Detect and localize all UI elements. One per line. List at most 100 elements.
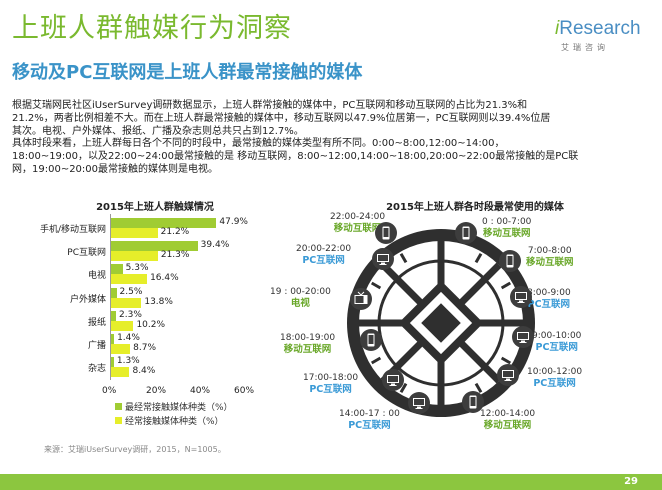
clock-tick xyxy=(399,382,408,394)
bar-value-label: 5.3% xyxy=(125,263,149,274)
bar xyxy=(111,357,114,368)
time-slot-range: 19 : 00-20:00 xyxy=(270,287,331,297)
time-slot-range: 14:00-17 : 00 xyxy=(339,409,400,419)
bar-value-label: 8.7% xyxy=(133,343,156,353)
computer-icon xyxy=(372,248,394,270)
legend-swatch xyxy=(115,417,122,424)
time-slot-media: 移动互联网 xyxy=(333,223,382,234)
phone-icon xyxy=(455,222,477,244)
bar xyxy=(111,218,217,228)
category-label: 杂志 xyxy=(87,364,106,375)
footer-bar: 29 xyxy=(0,474,662,490)
description-line: 网，19:00~20:00最常接触的媒体则是电视。 xyxy=(12,163,219,175)
time-slot-media: 移动互联网 xyxy=(482,228,531,239)
category-label: 户外媒体 xyxy=(69,294,106,305)
time-slot-range: 12:00-14:00 xyxy=(480,409,536,419)
bar-value-label: 1.3% xyxy=(116,356,140,367)
clock-tick xyxy=(370,281,382,290)
phone-icon xyxy=(499,250,521,272)
clock-tick xyxy=(474,382,483,394)
time-slot-range: 17:00-18:00 xyxy=(303,373,359,383)
time-slot: 10:00-12:00 PC互联网 xyxy=(527,367,582,390)
bar xyxy=(111,251,158,262)
phone-icon xyxy=(375,222,397,244)
clock-chart-title: 2015年上班人群各时段最常使用的媒体 xyxy=(386,202,564,213)
clock-tick xyxy=(500,356,512,365)
computer-icon xyxy=(510,286,532,308)
description-line: 21.2%，两者比例相差不大。而在上班人群最常接触的媒体中，移动互联网以47.9… xyxy=(12,112,551,124)
x-tick-label: 60% xyxy=(234,386,255,396)
legend-label: 经常接触媒体种类（%） xyxy=(125,417,224,427)
time-slot-media: 移动互联网 xyxy=(483,420,532,431)
time-slot-media: PC互联网 xyxy=(302,255,345,266)
bar-value-label: 2.3% xyxy=(119,309,142,320)
computer-icon xyxy=(382,369,404,391)
bar-chart-title: 2015年上班人群触媒情况 xyxy=(96,202,214,213)
time-slot: 19 : 00-20:00 电视 xyxy=(270,287,331,310)
source-note: 来源：艾瑞iUserSurvey调研，2015，N=1005。 xyxy=(44,445,226,454)
time-slot-media: PC互联网 xyxy=(533,378,576,389)
time-slot: 20:00-22:00 PC互联网 xyxy=(296,244,351,267)
x-tick-label: 0% xyxy=(102,386,117,396)
x-tick-label: 40% xyxy=(190,386,211,396)
computer-icon xyxy=(512,326,534,348)
bar-chart: 手机/移动互联网 47.9% 21.2% PC互联网 39.4% 21.3% 电视 5.3% 1… xyxy=(0,210,262,450)
bar-value-label: 21.3% xyxy=(160,250,190,261)
description-line: 其次。电视、户外媒体、报纸、广播及杂志则总共只占到12.7%。 xyxy=(12,125,304,137)
bar xyxy=(111,287,117,298)
page-number: 29 xyxy=(624,476,638,487)
x-tick-label: 20% xyxy=(146,386,167,396)
time-slot-range: 0 : 00-7:00 xyxy=(482,217,532,227)
category-label: 电视 xyxy=(87,271,106,282)
bar-value-label: 16.4% xyxy=(150,273,179,284)
page-subtitle: 移动及PC互联网是上班人群最常接触的媒体 xyxy=(12,62,363,83)
legend-swatch xyxy=(115,403,122,410)
time-slot-range: 18:00-19:00 xyxy=(280,333,336,343)
time-slot: 18:00-19:00 移动互联网 xyxy=(280,333,335,356)
time-slot: 8:00-9:00 PC互联网 xyxy=(527,288,571,311)
bar-chart-y-axis xyxy=(110,214,111,380)
time-slot-range: 10:00-12:00 xyxy=(527,367,583,377)
category-label: 手机/移动互联网 xyxy=(39,225,106,235)
bar-chart-legend: 最经常接触媒体种类（%） 经常接触媒体种类（%） xyxy=(115,400,233,428)
logo-cn: 艾瑞咨询 xyxy=(561,43,609,52)
bar xyxy=(111,274,148,285)
page-title: 上班人群触媒行为洞察 xyxy=(12,13,292,44)
phone-icon xyxy=(462,391,484,413)
bar-value-label: 13.8% xyxy=(144,296,173,307)
time-slot: 14:00-17 : 00 PC互联网 xyxy=(339,409,400,432)
time-slot: 12:00-14:00 移动互联网 xyxy=(480,409,535,432)
time-slot-range: 22:00-24:00 xyxy=(330,212,386,222)
bar xyxy=(111,297,142,308)
bar xyxy=(111,228,158,238)
logo-brand: iResearch xyxy=(555,18,641,39)
time-slot-media: PC互联网 xyxy=(309,384,352,395)
bar-value-label: 10.2% xyxy=(136,319,166,330)
time-slot-media: 电视 xyxy=(290,298,310,309)
bar xyxy=(111,320,134,331)
bar-value-label: 21.2% xyxy=(160,227,190,237)
time-slot-range: 7:00-8:00 xyxy=(527,246,572,256)
bar xyxy=(111,310,117,321)
description-line: 18:00~19:00，以及22:00~24:00最常接触的是 移动互联网，8:… xyxy=(12,151,579,163)
time-slot: 7:00-8:00 移动互联网 xyxy=(526,246,574,269)
time-slot-media: PC互联网 xyxy=(535,342,578,353)
category-label: 报纸 xyxy=(87,317,106,328)
bar xyxy=(111,367,130,378)
bar xyxy=(111,264,123,275)
description-line: 具体时段来看，上班人群每日各个不同的时段中，最常接触的媒体类型有所不同。0:00… xyxy=(12,138,505,150)
bar xyxy=(111,241,198,252)
computer-icon xyxy=(408,392,430,414)
time-slot-range: 9:00-10:00 xyxy=(532,331,582,341)
description: 根据艾瑞网民社区iUserSurvey调研数据显示，上班人群常接触的媒体中，PC… xyxy=(12,100,642,177)
bar-value-label: 47.9% xyxy=(219,217,248,227)
iresearch-logo: iResearch 艾瑞咨询 xyxy=(555,18,651,56)
description-line: 根据艾瑞网民社区iUserSurvey调研数据显示，上班人群常接触的媒体中，PC… xyxy=(12,100,528,111)
bar-value-label: 2.5% xyxy=(119,286,143,297)
time-slot-media: 移动互联网 xyxy=(526,257,574,268)
computer-icon xyxy=(497,364,519,386)
bar-value-label: 39.4% xyxy=(200,240,230,251)
clock-inner-ring xyxy=(377,259,505,387)
time-slot-media: 移动互联网 xyxy=(283,344,332,355)
